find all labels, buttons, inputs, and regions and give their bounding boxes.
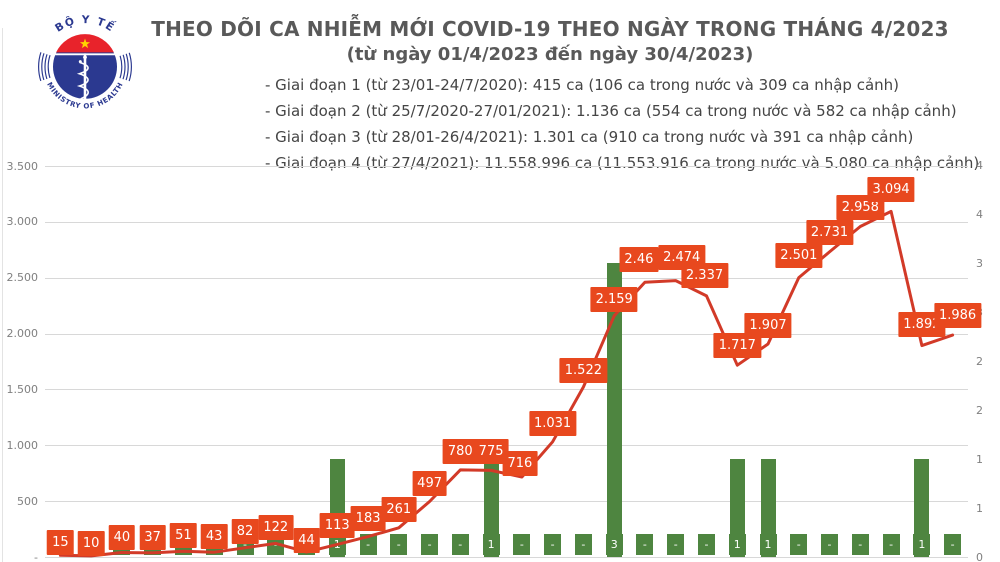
point-label: 43 bbox=[200, 524, 228, 550]
bar-value-label: - bbox=[390, 534, 408, 555]
bar-value-label: 1 bbox=[482, 534, 500, 555]
right-axis-tick: 1 bbox=[976, 452, 983, 466]
bar-value-label: - bbox=[851, 534, 869, 555]
phase-3-line: - Giai đoạn 3 (từ 28/01-26/4/2021): 1.30… bbox=[265, 128, 914, 146]
bar-value-label: - bbox=[698, 534, 715, 555]
page-title: THEO DÕI CA NHIỄM MỚI COVID-19 THEO NGÀY… bbox=[151, 17, 949, 41]
bar-value-label: - bbox=[667, 534, 685, 555]
right-axis-tick: 1 bbox=[976, 501, 983, 515]
logo-star-icon bbox=[79, 38, 91, 49]
bar-value-label: 3 bbox=[605, 534, 623, 555]
ministry-of-health-logo: BỘ Y TẾ MINISTRY OF HEALTH bbox=[38, 13, 132, 114]
point-label: 2.501 bbox=[775, 242, 823, 268]
bar-value-label: - bbox=[821, 534, 838, 555]
point-label: 10 bbox=[77, 530, 105, 556]
left-axis-tick: 1.500 bbox=[6, 382, 39, 396]
phase-summary-block: - Giai đoạn 1 (từ 23/01-24/7/2020): 415 … bbox=[265, 72, 979, 176]
gridline bbox=[45, 277, 968, 279]
phase-4-line: - Giai đoạn 4 (từ 27/4/2021): 11.558.996… bbox=[265, 154, 980, 172]
bar-value-label: 1 bbox=[728, 534, 746, 555]
point-label: 3.094 bbox=[867, 177, 915, 203]
point-label: 40 bbox=[108, 524, 136, 550]
left-axis-tick: - bbox=[34, 550, 38, 562]
right-axis-tick: 0 bbox=[976, 550, 983, 562]
bar-value-label: 1 bbox=[913, 534, 931, 555]
right-axis-tick: 2 bbox=[976, 403, 983, 417]
bar-value-label: - bbox=[882, 534, 900, 555]
point-label: 1.031 bbox=[528, 410, 577, 436]
point-label: 1.907 bbox=[744, 313, 792, 338]
bar-value-label: 1 bbox=[759, 534, 777, 555]
point-label: 37 bbox=[139, 524, 166, 550]
right-axis-tick: 3 bbox=[976, 256, 983, 270]
gridline bbox=[45, 166, 968, 167]
right-axis-tick: 4 bbox=[976, 158, 983, 172]
phase-1-line: - Giai đoạn 1 (từ 23/01-24/7/2020): 415 … bbox=[265, 76, 900, 94]
left-axis-tick: 3.000 bbox=[6, 215, 39, 229]
point-label: 261 bbox=[381, 496, 417, 522]
bar-value-label: - bbox=[636, 534, 654, 555]
chart-border-line bbox=[2, 28, 3, 562]
bar-value-label: - bbox=[944, 534, 962, 555]
point-label: 15 bbox=[47, 530, 74, 556]
gridline bbox=[45, 389, 968, 391]
left-axis-tick: 500 bbox=[17, 494, 38, 508]
point-label: 2.337 bbox=[680, 262, 729, 288]
left-axis-tick: 3.500 bbox=[6, 159, 39, 173]
point-label: 2.46 bbox=[619, 247, 659, 273]
point-label: 44 bbox=[293, 528, 320, 554]
bar-value-label: - bbox=[451, 534, 469, 555]
left-axis-tick: 2.500 bbox=[6, 271, 39, 285]
point-label: 2.731 bbox=[805, 219, 854, 245]
phase-2-line: - Giai đoạn 2 (từ 25/7/2020-27/01/2021):… bbox=[265, 102, 957, 120]
point-label: 183 bbox=[350, 505, 386, 531]
point-label: 780 bbox=[442, 438, 478, 464]
bar-value-label: - bbox=[359, 534, 377, 555]
gridline bbox=[45, 333, 968, 335]
point-label: 122 bbox=[258, 515, 294, 541]
point-label: 497 bbox=[412, 470, 448, 496]
point-label: 113 bbox=[319, 513, 355, 539]
right-axis-tick: 4 bbox=[976, 207, 983, 221]
left-axis-tick: 1.000 bbox=[6, 438, 39, 452]
point-label: 1.986 bbox=[933, 303, 982, 329]
point-label: 1.522 bbox=[559, 358, 607, 383]
gridline bbox=[45, 501, 968, 503]
bar-value-label: - bbox=[574, 534, 592, 555]
bar-value-label: - bbox=[790, 534, 808, 555]
gridline bbox=[45, 557, 968, 558]
right-axis-tick: 2 bbox=[976, 354, 983, 368]
point-label: 82 bbox=[231, 518, 259, 544]
page-subtitle: (từ ngày 01/4/2023 đến ngày 30/4/2023) bbox=[346, 44, 754, 65]
asclepius-staff-icon bbox=[76, 52, 89, 104]
bar-value-label: - bbox=[544, 534, 562, 555]
bar-value-label: - bbox=[513, 534, 531, 555]
point-label: 716 bbox=[502, 451, 538, 476]
logo-side-arcs-icon bbox=[38, 19, 132, 114]
bar-value-label: - bbox=[421, 534, 439, 555]
left-axis-tick: 2.000 bbox=[6, 327, 39, 341]
point-label: 2.159 bbox=[590, 286, 638, 312]
point-label: 51 bbox=[170, 523, 197, 549]
